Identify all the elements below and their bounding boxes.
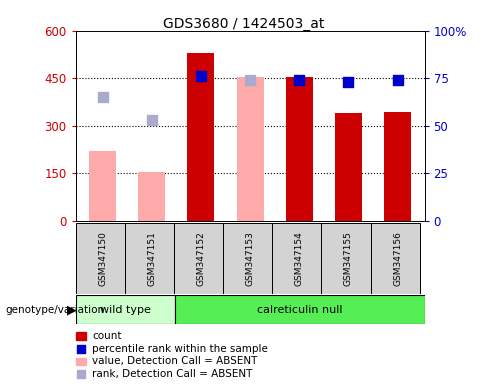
Bar <box>89 151 116 221</box>
Bar <box>187 53 214 221</box>
Text: wild type: wild type <box>100 305 151 314</box>
Point <box>394 77 402 83</box>
Point <box>77 346 85 352</box>
Bar <box>76 223 125 294</box>
Bar <box>272 223 322 294</box>
Bar <box>174 223 224 294</box>
Point <box>345 79 352 85</box>
Bar <box>76 295 175 324</box>
Bar <box>125 223 174 294</box>
Text: genotype/variation: genotype/variation <box>5 305 104 314</box>
Text: calreticulin null: calreticulin null <box>257 305 343 314</box>
Bar <box>175 295 425 324</box>
Bar <box>223 223 273 294</box>
Text: ▶: ▶ <box>67 303 77 316</box>
Bar <box>76 332 86 340</box>
Bar <box>138 172 165 221</box>
Text: GSM347154: GSM347154 <box>295 231 304 286</box>
Text: GSM347155: GSM347155 <box>344 231 353 286</box>
Point <box>197 73 205 79</box>
Bar <box>322 223 371 294</box>
Text: rank, Detection Call = ABSENT: rank, Detection Call = ABSENT <box>92 369 253 379</box>
Bar <box>286 77 313 221</box>
Bar <box>237 77 264 221</box>
Text: GSM347150: GSM347150 <box>98 231 107 286</box>
Text: count: count <box>92 331 122 341</box>
Bar <box>335 113 362 221</box>
Point <box>295 77 303 83</box>
Text: GDS3680 / 1424503_at: GDS3680 / 1424503_at <box>163 17 325 31</box>
Point <box>148 117 156 123</box>
Text: GSM347151: GSM347151 <box>147 231 156 286</box>
Bar <box>76 358 86 365</box>
Text: value, Detection Call = ABSENT: value, Detection Call = ABSENT <box>92 356 258 366</box>
Text: GSM347153: GSM347153 <box>245 231 255 286</box>
Point <box>246 77 254 83</box>
Point <box>77 371 85 377</box>
Text: GSM347156: GSM347156 <box>393 231 402 286</box>
Text: GSM347152: GSM347152 <box>197 231 205 286</box>
Bar <box>370 223 420 294</box>
Point <box>99 94 106 100</box>
Bar <box>384 111 411 221</box>
Text: percentile rank within the sample: percentile rank within the sample <box>92 344 268 354</box>
